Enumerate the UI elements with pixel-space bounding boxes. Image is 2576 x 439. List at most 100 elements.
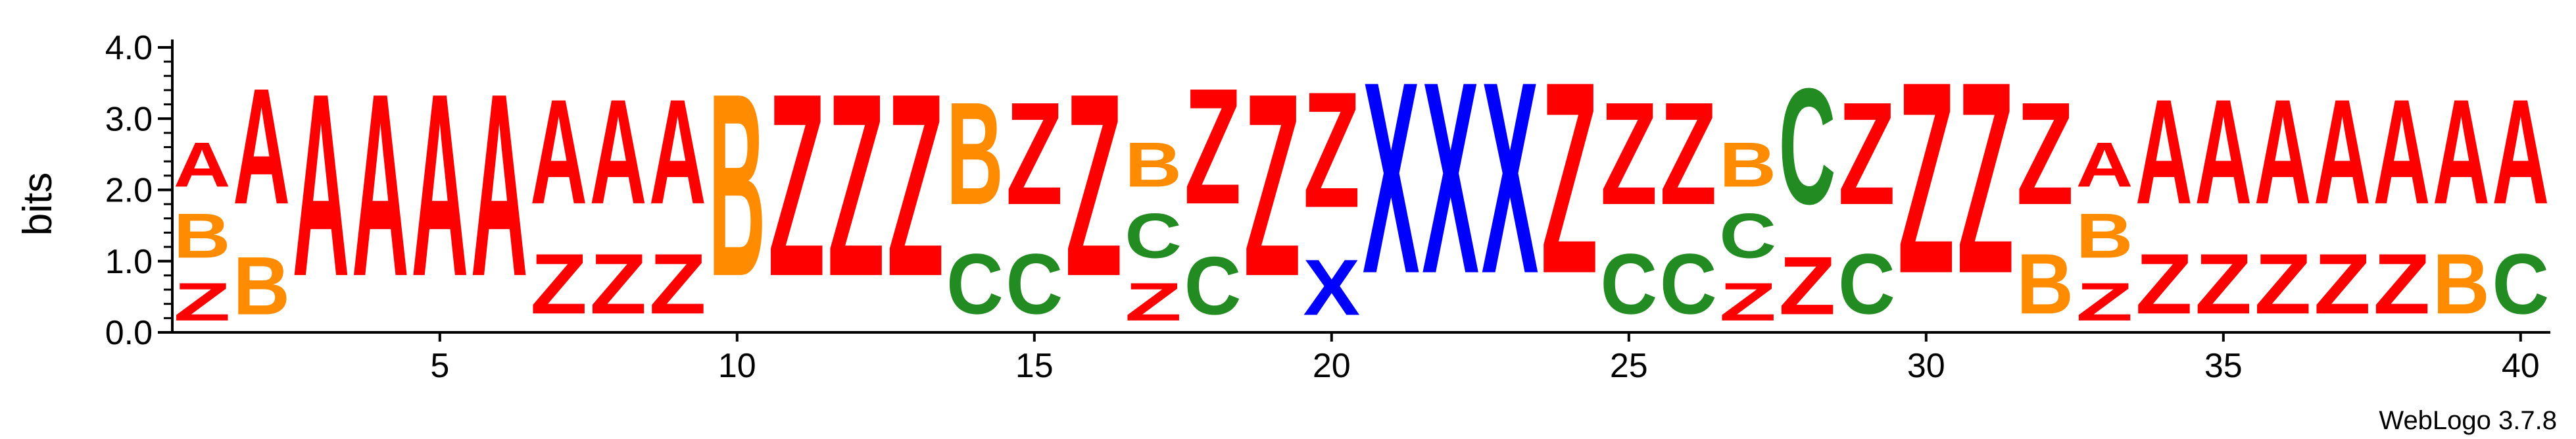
logo-letter: Z	[2016, 72, 2074, 236]
logo-letter: A	[649, 68, 706, 236]
logo-column: BZ	[2016, 72, 2074, 332]
logo-letter: A	[2433, 68, 2490, 236]
logo-letter: Z	[590, 236, 647, 332]
logo-letter: A	[293, 40, 350, 332]
logo-column: ZC	[1779, 54, 1836, 332]
logo-letter: Z	[1303, 58, 1360, 243]
logo-letter: Z	[2373, 236, 2431, 332]
logo-letter: B	[174, 201, 231, 272]
logo-column: ZA	[649, 68, 706, 332]
logo-letter: A	[352, 40, 409, 332]
logo-letter: A	[590, 68, 647, 236]
logo-letter: C	[1125, 201, 1182, 272]
logo-letter: X	[1482, 25, 1539, 330]
logo-column: ZA	[2314, 68, 2371, 332]
logo-letter: Z	[1897, 25, 1955, 330]
logo-letter: B	[2016, 236, 2074, 332]
logo-column: ZCB	[1719, 130, 1776, 332]
logo-column: ZA	[2373, 68, 2431, 332]
logo-column: BA	[2433, 68, 2490, 332]
logo-column: A	[352, 40, 409, 332]
logo-column: Z	[1957, 25, 2014, 330]
logo-letter: A	[530, 68, 587, 236]
logo-letter: C	[1719, 201, 1776, 272]
logo-column: Z	[1897, 25, 1955, 330]
logo-column: B	[708, 40, 766, 332]
logo-letter: Z	[1184, 54, 1242, 239]
logo-letter: Z	[1779, 240, 1836, 332]
logo-letter: C	[2492, 236, 2549, 332]
logo-column: X	[1422, 25, 1479, 330]
y-axis-label: bits	[15, 172, 61, 236]
logo-column: CZ	[1838, 72, 1895, 332]
x-tick-label: 30	[1907, 347, 1945, 385]
logo-letter: B	[233, 240, 290, 332]
logo-letter: A	[2373, 68, 2431, 236]
x-tick-label: 35	[2204, 347, 2243, 385]
logo-letter: A	[2076, 130, 2133, 201]
logo-letter: A	[2314, 68, 2371, 236]
logo-column: ZA	[590, 68, 647, 332]
logo-letter: A	[471, 40, 528, 332]
logo-column: ZA	[2195, 68, 2252, 332]
logo-letter: A	[2195, 68, 2252, 236]
logo-column: CZ	[1006, 72, 1063, 332]
logo-letter: A	[174, 130, 231, 201]
logo-letter: Z	[2254, 236, 2312, 332]
logo-letter: A	[233, 54, 290, 239]
logo-column: ZCB	[1125, 130, 1182, 332]
logo-letter: Z	[1600, 72, 1657, 236]
y-tick-label: 1.0	[105, 243, 153, 281]
logo-letter: B	[708, 40, 766, 332]
logo-column: ZA	[2254, 68, 2312, 332]
logo-letter: X	[1363, 25, 1420, 330]
logo-letter: Z	[2314, 236, 2371, 332]
logo-letter: Z	[1957, 25, 2014, 330]
logo-letter: Z	[1244, 40, 1301, 331]
x-tick-label: 20	[1313, 347, 1351, 385]
y-tick-label: 2.0	[105, 172, 153, 210]
y-axis: 0.0 1.0 2.0 3.0 4.0	[105, 29, 174, 352]
logo-letter: Z	[1719, 272, 1776, 332]
logo-column: Z	[887, 40, 944, 331]
logo-letter: Z	[2076, 272, 2133, 332]
logo-letter: Z	[827, 40, 885, 331]
logo-letter: C	[1006, 236, 1063, 332]
logo-letter: Z	[1125, 272, 1182, 332]
logo-letter: C	[1779, 54, 1836, 239]
logo-letter: B	[946, 71, 1004, 235]
logo-column: CZ	[1184, 54, 1242, 332]
logo-letter: Z	[1065, 40, 1123, 331]
logo-letter: Z	[1541, 25, 1598, 330]
logo-letter: A	[2135, 68, 2193, 236]
logo-letter: Z	[174, 272, 231, 332]
y-tick-label: 3.0	[105, 100, 153, 138]
weblogo-credit: WebLogo 3.7.8	[2379, 406, 2557, 435]
logo-column: ZA	[2135, 68, 2193, 332]
x-tick-label: 10	[718, 347, 756, 385]
logo-column: ZBA	[174, 130, 231, 332]
logo-column: BA	[233, 54, 290, 332]
x-tick-label: 25	[1610, 347, 1648, 385]
logo-letter: B	[2433, 236, 2490, 332]
logo-column: CZ	[1660, 72, 1717, 332]
logo-letter: A	[2254, 68, 2312, 236]
logo-letter: C	[1600, 236, 1657, 332]
logo-letter: Z	[2195, 236, 2252, 332]
logo-column: ZA	[530, 68, 587, 332]
logo-letter: C	[946, 236, 1004, 332]
logo-column: A	[471, 40, 528, 332]
logo-column: Z	[768, 40, 825, 331]
logo-letter: B	[1719, 130, 1776, 201]
logo-column: CB	[946, 71, 1004, 332]
logo-letter: Z	[2135, 236, 2193, 332]
logo-letter: B	[2076, 201, 2133, 272]
logo-column: Z	[1244, 40, 1301, 331]
logo-letter: C	[1838, 236, 1895, 332]
logo-letter: C	[1184, 240, 1242, 332]
logo-column: A	[293, 40, 350, 332]
logo-letter: Z	[1838, 72, 1895, 236]
logo-letter: Z	[530, 236, 587, 332]
logo-letter: Z	[1006, 72, 1063, 236]
